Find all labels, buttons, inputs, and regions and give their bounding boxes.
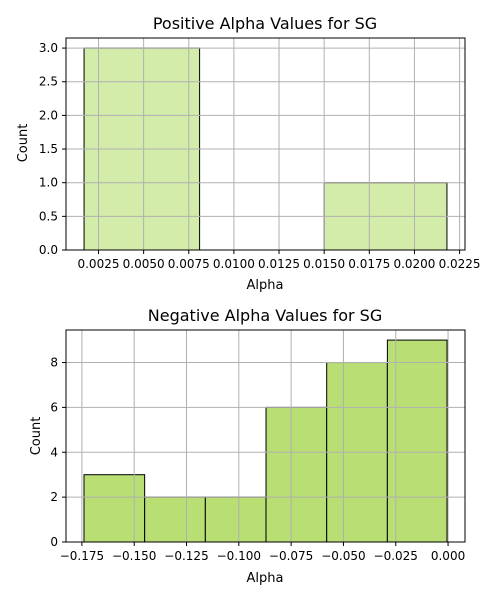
axes-frame: [65, 37, 466, 251]
histogram-bar: [265, 406, 328, 543]
y-tick-label: 8: [50, 356, 58, 370]
x-tick-label: −0.050: [321, 549, 365, 563]
histogram-bar: [83, 474, 146, 543]
y-tick-label: 0: [50, 535, 58, 549]
x-tick-label: −0.100: [217, 549, 261, 563]
x-tick-label: 0.0025: [77, 257, 119, 271]
negative-alpha-histogram: Negative Alpha Values for SG Alpha Count…: [29, 306, 466, 586]
x-tick-label: −0.125: [164, 549, 208, 563]
histogram-bar: [386, 339, 448, 543]
y-tick-label: 2.0: [39, 108, 58, 122]
x-tick-label: 0.0100: [213, 257, 255, 271]
x-tick-label: 0.0175: [348, 257, 390, 271]
axes-frame: [65, 329, 466, 543]
y-tick-label: 0.0: [39, 243, 58, 257]
x-tick-label: −0.075: [269, 549, 313, 563]
y-tick-label: 1.5: [39, 142, 58, 156]
y-axis-label: Count: [29, 417, 44, 456]
y-tick-label: 2: [50, 490, 58, 504]
chart-title: Negative Alpha Values for SG: [148, 306, 382, 325]
x-tick-label: −0.150: [112, 549, 156, 563]
histogram-bar: [204, 496, 267, 543]
x-tick-label: 0.0050: [123, 257, 165, 271]
x-tick-label: 0.0075: [168, 257, 210, 271]
x-axis-label: Alpha: [247, 278, 284, 293]
x-tick-label: 0.0125: [258, 257, 300, 271]
chart-title: Positive Alpha Values for SG: [153, 14, 377, 33]
positive-alpha-histogram: Positive Alpha Values for SG Alpha Count…: [16, 14, 481, 293]
y-tick-label: 6: [50, 400, 58, 414]
y-tick-label: 1.0: [39, 176, 58, 190]
x-axis-label: Alpha: [247, 571, 284, 586]
y-tick-label: 0.5: [39, 209, 58, 223]
x-tick-label: 0.0200: [393, 257, 435, 271]
y-tick-label: 4: [50, 445, 58, 459]
x-tick-label: 0.0150: [303, 257, 345, 271]
x-tick-label: 0.0225: [439, 257, 481, 271]
histogram-bar: [144, 496, 206, 543]
x-tick-label: −0.025: [374, 549, 418, 563]
x-tick-label: −0.175: [60, 549, 104, 563]
y-axis-label: Count: [16, 124, 31, 163]
y-tick-label: 2.5: [39, 75, 58, 89]
y-tick-label: 3.0: [39, 41, 58, 55]
x-tick-label: 0.000: [431, 549, 465, 563]
